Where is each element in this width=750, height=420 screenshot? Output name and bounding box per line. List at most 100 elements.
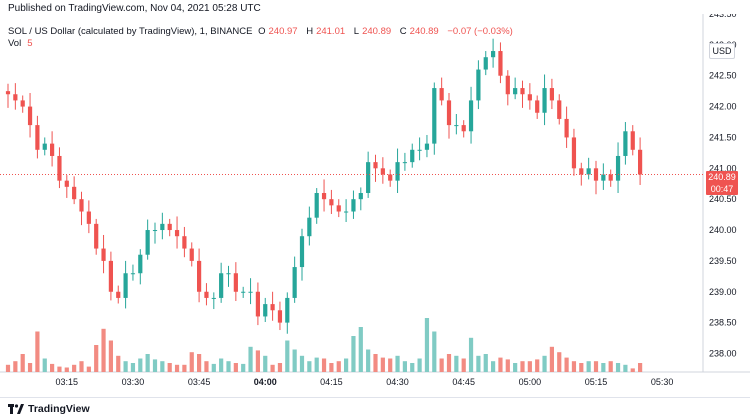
currency-badge[interactable]: USD	[709, 43, 735, 59]
candle-body	[388, 174, 393, 181]
volume-bar	[152, 359, 158, 372]
candle-body	[380, 168, 385, 175]
candle-body	[130, 273, 136, 275]
volume-bar	[79, 361, 84, 372]
volume-bar	[424, 318, 430, 372]
candle-body	[542, 88, 547, 113]
x-tick-label: 03:45	[188, 377, 211, 387]
candle-body	[579, 168, 584, 175]
y-tick-label: 241.50	[709, 132, 737, 142]
volume-bar	[263, 355, 268, 372]
volume-bar	[277, 363, 283, 372]
volume-bar	[564, 357, 569, 372]
tradingview-logo[interactable]: TradingView	[8, 403, 90, 415]
candle-body	[520, 88, 525, 95]
ohlc-high: H 241.01	[306, 26, 346, 37]
candle-body	[615, 155, 621, 181]
volume-bar	[417, 358, 422, 372]
candle-body	[42, 143, 47, 150]
volume-bar	[299, 355, 305, 372]
x-tick-label: 03:30	[122, 377, 145, 387]
candle-body	[79, 199, 84, 212]
volume-bar	[395, 355, 400, 372]
volume-bar	[72, 364, 77, 372]
candle-body	[329, 199, 334, 206]
candle-body	[189, 248, 194, 261]
candle-body	[219, 273, 224, 298]
volume-bar	[498, 357, 503, 372]
volume-bar	[630, 368, 635, 372]
volume-bar	[20, 354, 25, 372]
candle-body	[167, 223, 172, 231]
volume-bar	[5, 364, 11, 372]
candle-body	[623, 131, 628, 156]
candle-body	[197, 260, 202, 292]
volume-bar	[285, 340, 290, 372]
candle-body	[152, 230, 158, 232]
x-tick-label: 04:00	[254, 377, 277, 387]
footer: TradingView	[0, 397, 750, 420]
symbol-description[interactable]: SOL / US Dollar (calculated by TradingVi…	[8, 26, 253, 37]
volume-bar	[402, 361, 407, 372]
volume-bar	[439, 358, 444, 372]
chart-legend: SOL / US Dollar (calculated by TradingVi…	[8, 26, 516, 37]
volume-bar	[226, 361, 231, 372]
volume-bar	[520, 361, 525, 372]
volume-bar	[380, 357, 385, 372]
volume-bar	[27, 363, 33, 372]
candle-body	[527, 94, 532, 101]
candle-body	[20, 100, 25, 107]
last-price-value: 240.89	[708, 172, 736, 182]
volume-bar	[211, 363, 216, 372]
y-tick-label: 240.00	[709, 225, 737, 235]
volume-legend: Vol 5	[8, 38, 33, 49]
candle-body	[255, 291, 260, 317]
volume-bar	[42, 358, 47, 372]
x-tick-label: 04:15	[320, 377, 343, 387]
price-chart[interactable]: 243.50243.00242.50242.00241.50241.00240.…	[0, 14, 750, 397]
volume-bar	[615, 363, 621, 372]
candle-body	[410, 149, 415, 163]
ohlc-open: O 240.97	[258, 26, 298, 37]
volume-bar	[174, 364, 180, 372]
candle-body	[461, 125, 466, 132]
volume-bar	[601, 363, 606, 372]
candle-body	[233, 273, 238, 292]
volume-bar	[446, 354, 452, 372]
candle-body	[586, 168, 591, 175]
candle-body	[513, 88, 518, 95]
volume-bar	[160, 361, 165, 372]
candle-body	[601, 174, 606, 181]
candle-body	[27, 106, 33, 126]
volume-bar	[358, 327, 363, 372]
volume-bar	[476, 355, 481, 372]
volume-bar	[292, 349, 297, 372]
volume-bar	[197, 354, 202, 372]
candle-body	[454, 125, 459, 127]
volume-bar	[410, 363, 415, 372]
volume-bar	[454, 355, 459, 372]
candle-body	[630, 131, 635, 150]
candle-body	[468, 100, 474, 132]
volume-bar	[108, 340, 113, 372]
candle-body	[64, 180, 69, 187]
volume-value: 5	[27, 38, 33, 49]
x-tick-label: 04:45	[452, 377, 475, 387]
volume-bar	[13, 361, 18, 372]
candle-body	[314, 193, 319, 218]
candle-body	[263, 304, 268, 317]
volume-bar	[64, 367, 69, 372]
y-tick-label: 238.00	[709, 348, 737, 358]
candle-body	[35, 125, 40, 150]
candle-body	[116, 291, 121, 298]
candle-body	[535, 100, 540, 113]
volume-bar	[535, 359, 540, 372]
volume-bar	[542, 355, 547, 372]
volume-bar	[586, 361, 591, 372]
candle-body	[86, 211, 91, 224]
volume-bar	[182, 364, 187, 372]
volume-bar	[35, 331, 40, 372]
volume-bar	[270, 364, 275, 372]
candle-body	[336, 205, 341, 212]
candle-body	[549, 88, 554, 101]
